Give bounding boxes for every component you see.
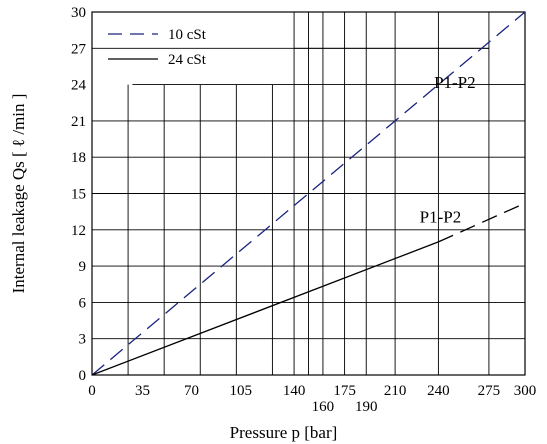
legend-label-10cst: 10 cSt — [168, 27, 207, 43]
x-tick-label: 35 — [135, 383, 150, 399]
y-tick-label: 3 — [79, 332, 87, 348]
x-tick-label: 160 — [312, 399, 335, 415]
x-tick-label: 70 — [184, 383, 199, 399]
x-axis-label: Pressure p [bar] — [230, 423, 338, 442]
x-tick-label: 275 — [478, 383, 501, 399]
y-tick-label: 21 — [71, 114, 86, 130]
x-tick-label: 190 — [355, 399, 378, 415]
x-tick-label: 105 — [230, 383, 253, 399]
y-tick-label: 30 — [71, 5, 86, 21]
y-tick-label: 0 — [79, 368, 87, 384]
legend-label-24cst: 24 cSt — [168, 52, 207, 68]
y-tick-label: 15 — [71, 187, 86, 203]
y-tick-label: 27 — [71, 41, 87, 57]
y-tick-label: 18 — [71, 150, 86, 166]
curve-annotation: P1-P2 — [420, 208, 462, 227]
y-tick-label: 6 — [79, 295, 87, 311]
curve-annotation: P1-P2 — [434, 73, 476, 92]
x-tick-label: 0 — [88, 383, 96, 399]
x-tick-label: 300 — [514, 383, 537, 399]
y-tick-label: 24 — [71, 78, 87, 94]
x-tick-label: 175 — [333, 383, 356, 399]
x-tick-label: 210 — [384, 383, 407, 399]
y-axis-label: Internal leakage Qs [ ℓ /min ] — [9, 94, 28, 294]
y-tick-label: 12 — [71, 223, 86, 239]
y-tick-label: 9 — [79, 259, 87, 275]
x-tick-label: 240 — [427, 383, 450, 399]
x-tick-label: 140 — [283, 383, 306, 399]
